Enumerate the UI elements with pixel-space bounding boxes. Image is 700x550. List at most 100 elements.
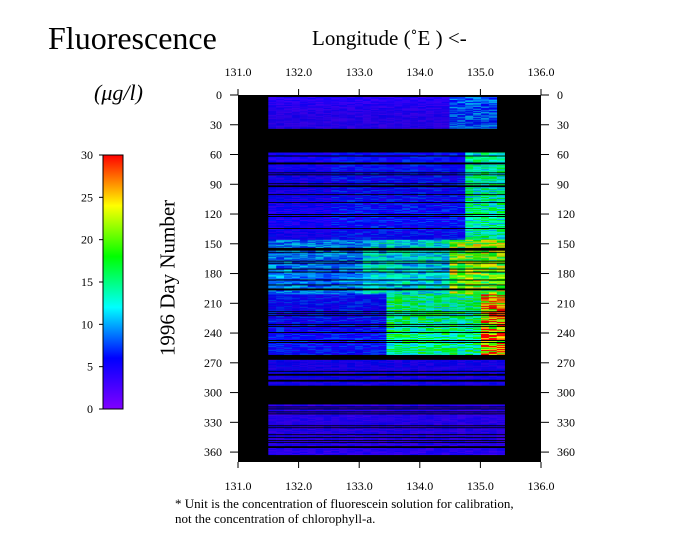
heatmap-cell	[417, 105, 427, 107]
heatmap-cell	[284, 212, 293, 214]
heatmap-cell	[315, 259, 324, 261]
heatmap-cell	[315, 304, 324, 306]
heatmap-cell	[370, 166, 379, 168]
heatmap-cell	[339, 281, 348, 283]
heatmap-cell	[488, 283, 498, 285]
heatmap-cell	[291, 107, 301, 109]
heatmap-cell	[291, 177, 301, 179]
heatmap-cell	[276, 203, 285, 205]
heatmap-cell	[307, 267, 316, 269]
heatmap-cell	[441, 287, 450, 289]
heatmap-cell	[394, 244, 403, 246]
heatmap-cell	[465, 173, 474, 175]
heatmap-cell	[417, 267, 427, 269]
heatmap-cell	[362, 213, 372, 215]
heatmap-cell	[481, 296, 490, 298]
heatmap-cell	[378, 171, 387, 173]
heatmap-cell	[362, 153, 372, 155]
heatmap-cell	[362, 211, 372, 213]
heatmap-cell	[354, 307, 364, 309]
heatmap-cell	[402, 278, 411, 280]
heatmap-cell	[362, 160, 372, 162]
heatmap-cell	[331, 303, 340, 305]
heatmap-cell	[386, 295, 395, 297]
heatmap-cell	[284, 167, 293, 169]
heatmap-cell	[386, 282, 395, 284]
heatmap-cell	[394, 118, 403, 120]
heatmap-cell	[299, 228, 308, 230]
heatmap-cell	[323, 109, 332, 111]
heatmap-cell	[394, 299, 403, 301]
heatmap-cell	[425, 213, 435, 215]
heatmap-cell	[331, 208, 340, 210]
heatmap-cell	[276, 270, 285, 272]
heatmap-cell	[276, 124, 285, 126]
heatmap-cell	[307, 237, 316, 239]
heatmap-cell	[457, 98, 466, 100]
heatmap-cell	[465, 161, 474, 163]
heatmap-cell	[291, 212, 301, 214]
heatmap-cell	[457, 281, 466, 283]
heatmap-cell	[441, 152, 450, 154]
heatmap-cell	[378, 281, 387, 283]
heatmap-cell	[457, 206, 466, 208]
heatmap-cell	[417, 278, 427, 280]
heatmap-cell	[339, 200, 348, 202]
heatmap-cell	[299, 238, 308, 240]
heatmap-cell	[433, 99, 442, 101]
heatmap-cell	[362, 306, 372, 308]
heatmap-cell	[370, 193, 379, 195]
heatmap-cell	[291, 167, 301, 169]
heatmap-cell	[441, 238, 450, 240]
heatmap-cell	[291, 244, 301, 246]
heatmap-cell	[331, 246, 340, 248]
heatmap-cell	[394, 167, 403, 169]
heatmap-cell	[449, 307, 458, 309]
heatmap-cell	[307, 117, 316, 119]
heatmap-cell	[378, 124, 387, 126]
heatmap-cell	[323, 296, 332, 298]
heatmap-cell	[276, 277, 285, 279]
heatmap-cell	[425, 105, 435, 107]
heatmap-cell	[465, 234, 474, 236]
heatmap-cell	[354, 101, 364, 103]
heatmap-cell	[268, 291, 277, 293]
heatmap-cell	[465, 257, 474, 259]
heatmap-cell	[488, 156, 498, 158]
heatmap-cell	[276, 208, 285, 210]
heatmap-cell	[362, 254, 372, 256]
heatmap-cell	[276, 281, 285, 283]
heatmap-cell	[481, 187, 490, 189]
heatmap-cell	[433, 115, 442, 117]
heatmap-cell	[347, 242, 356, 244]
heatmap-cell	[315, 225, 324, 227]
heatmap-cell	[347, 191, 356, 193]
heatmap-cell	[370, 257, 379, 259]
heatmap-cell	[284, 160, 293, 162]
heatmap-cell	[362, 217, 372, 218]
heatmap-cell	[268, 191, 277, 193]
heatmap-cell	[347, 278, 356, 280]
heatmap-cell	[370, 152, 379, 154]
heatmap-cell	[465, 232, 474, 234]
heatmap-cell	[362, 127, 372, 129]
heatmap-cell	[291, 285, 301, 287]
heatmap-cell	[433, 277, 442, 279]
heatmap-cell	[496, 223, 505, 225]
heatmap-cell	[268, 118, 277, 120]
heatmap-cell	[370, 229, 379, 231]
heatmap-cell	[323, 164, 332, 166]
heatmap-cell	[449, 121, 458, 123]
heatmap-cell	[347, 161, 356, 163]
heatmap-cell	[473, 278, 482, 280]
heatmap-cell	[284, 189, 293, 191]
heatmap-cell	[284, 228, 293, 230]
heatmap-cell	[394, 222, 403, 224]
heatmap-cell	[410, 269, 419, 271]
heatmap-cell	[276, 166, 285, 168]
heatmap-cell	[378, 192, 387, 194]
heatmap-cell	[441, 265, 450, 267]
heatmap-cell	[291, 241, 301, 243]
heatmap-cell	[284, 158, 293, 160]
heatmap-cell	[473, 269, 482, 271]
